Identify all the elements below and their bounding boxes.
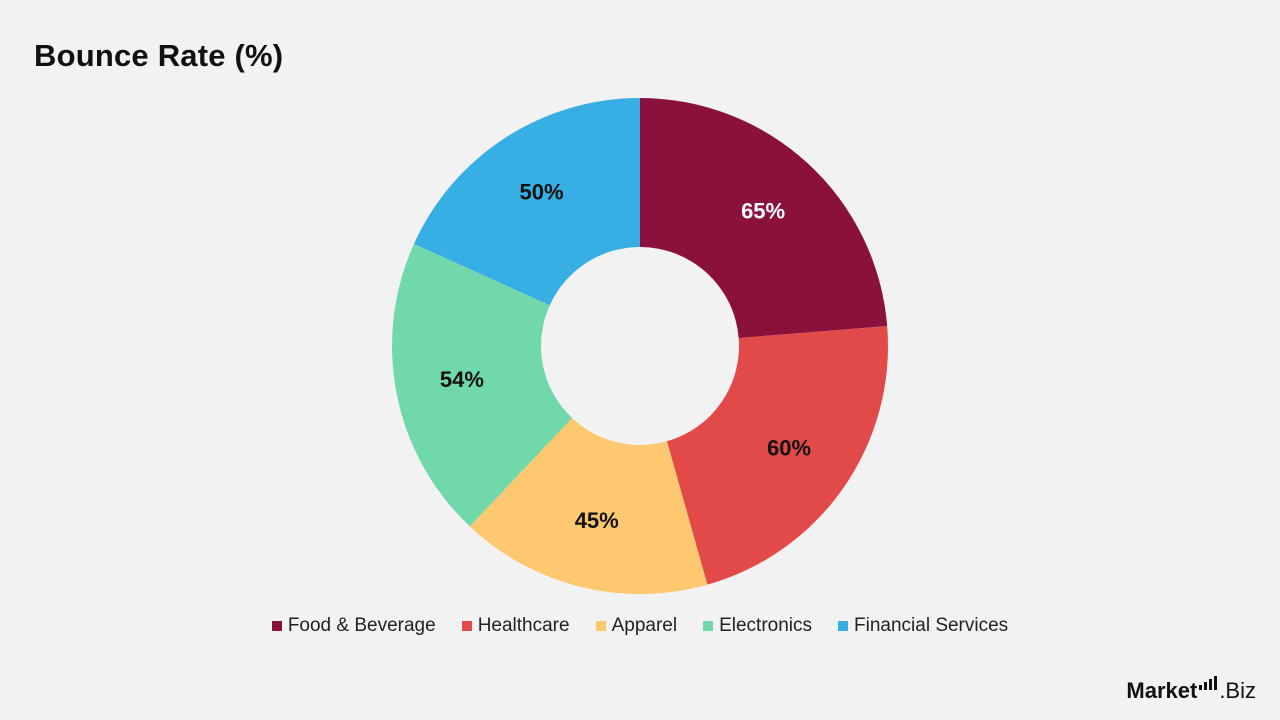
pie-slice-1	[666, 326, 888, 585]
legend-label: Electronics	[719, 615, 812, 636]
slice-label-1: 60%	[767, 435, 811, 460]
legend-swatch	[838, 621, 848, 631]
slice-label-4: 50%	[520, 179, 564, 204]
legend-item: Financial Services	[838, 615, 1008, 637]
chart-title: Bounce Rate (%)	[34, 38, 284, 73]
chart-legend: Food & Beverage Healthcare Apparel Electron…	[0, 615, 1280, 637]
pie-slice-4	[413, 98, 640, 306]
legend-item: Apparel	[595, 615, 678, 637]
logo-brand: Market	[1126, 678, 1198, 703]
pie-slice-3	[391, 243, 573, 527]
logo-bars-icon	[1199, 676, 1218, 690]
legend-label: Apparel	[611, 615, 678, 636]
legend-item: Food & Beverage	[271, 615, 436, 637]
legend-swatch	[703, 621, 714, 631]
legend-item: Electronics	[703, 615, 812, 637]
legend-swatch	[271, 621, 282, 631]
legend-label: Financial Services	[854, 615, 1009, 636]
legend-swatch	[595, 621, 606, 631]
legend-item: Healthcare	[461, 615, 570, 637]
legend-label: Food & Beverage	[287, 615, 436, 636]
pie-slice-0	[640, 98, 888, 339]
legend-swatch	[461, 621, 472, 631]
pie-slice-2	[469, 417, 708, 594]
slice-label-0: 65%	[741, 198, 785, 223]
marketbiz-logo: Market .Biz	[1126, 676, 1256, 704]
legend-label: Healthcare	[477, 615, 570, 636]
slice-label-2: 45%	[575, 508, 619, 533]
logo-suffix: .Biz	[1219, 678, 1256, 703]
slice-label-3: 54%	[440, 367, 484, 392]
